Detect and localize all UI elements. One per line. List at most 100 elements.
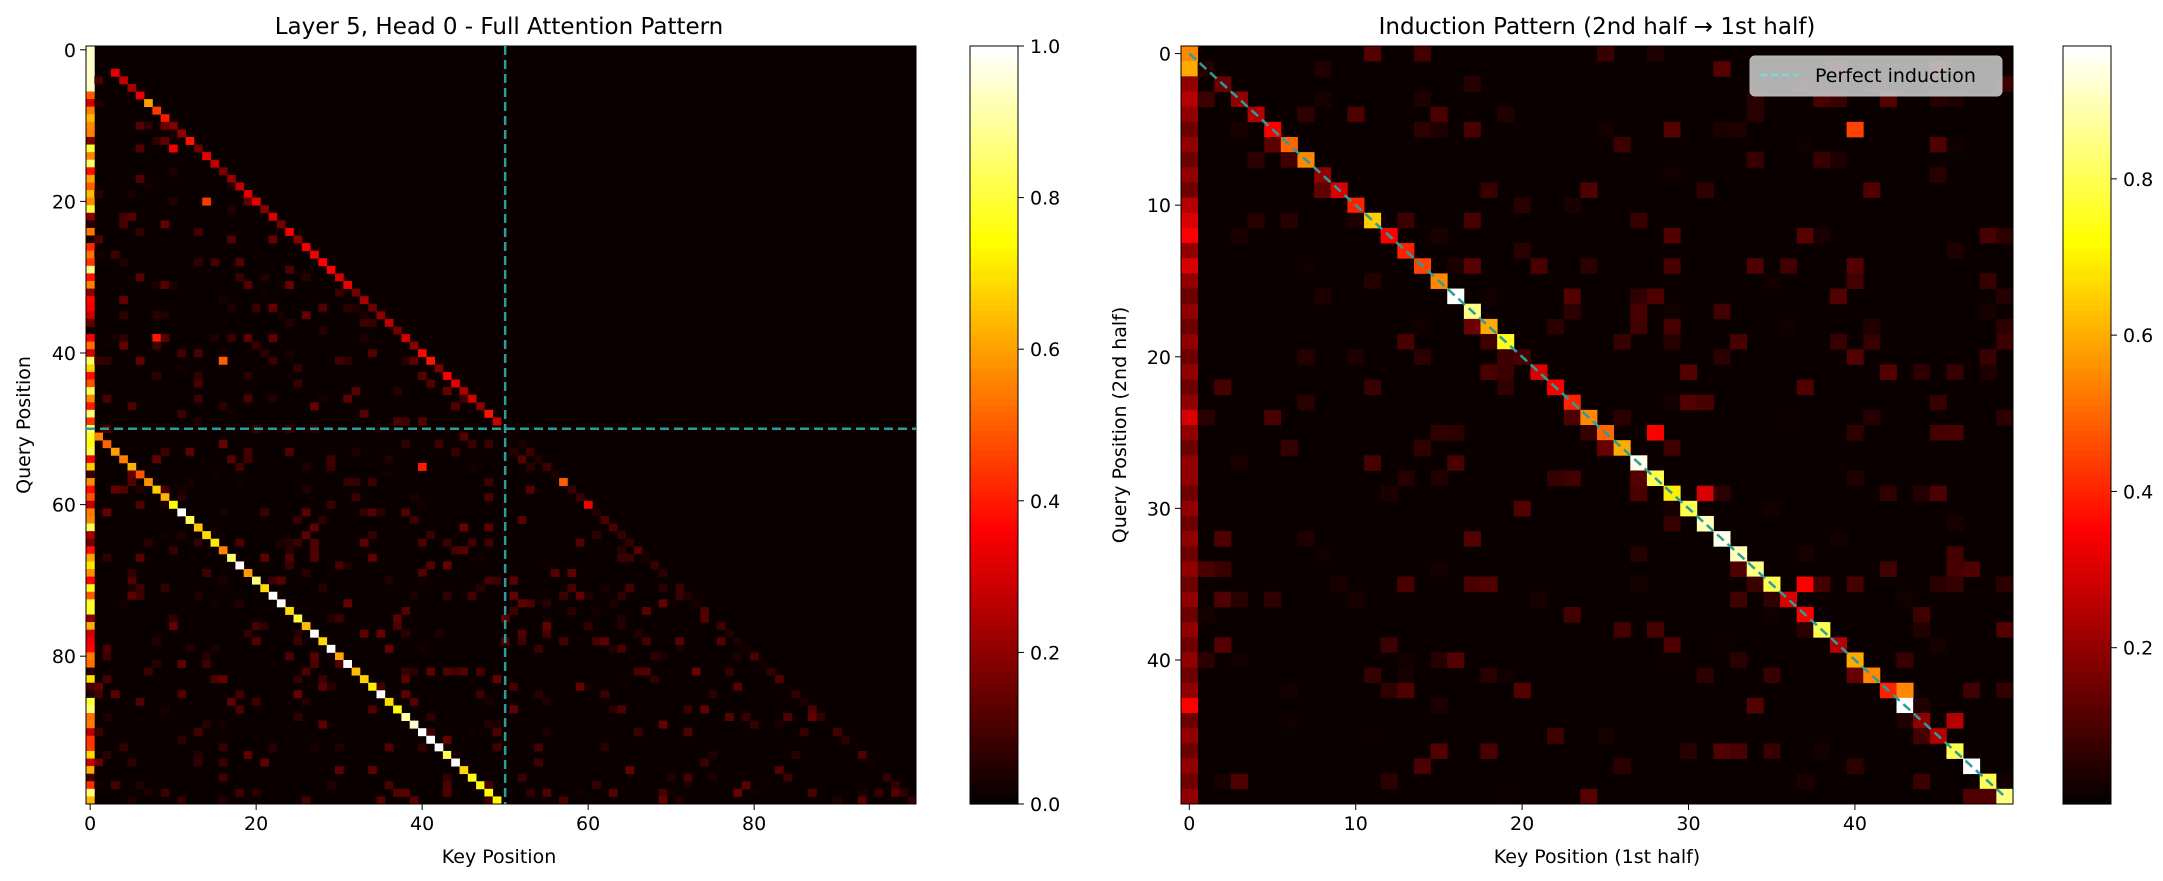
- heat-cell: [351, 303, 361, 312]
- heat-cell: [1364, 667, 1382, 684]
- colorbar-segment: [2063, 652, 2111, 660]
- heat-cell: [335, 652, 344, 661]
- heat-cell: [1996, 334, 2014, 350]
- heat-cell: [127, 576, 137, 585]
- heat-cell: [268, 356, 278, 365]
- heat-cell: [1181, 258, 1199, 274]
- heat-cell: [442, 788, 452, 797]
- heat-cell: [86, 174, 95, 183]
- heat-cell: [667, 599, 676, 608]
- heat-cell: [127, 584, 137, 593]
- heat-cell: [160, 584, 170, 593]
- heat-cell: [1181, 136, 1199, 153]
- heat-cell: [1380, 485, 1398, 502]
- heat-cell: [169, 129, 178, 138]
- heat-cell: [691, 667, 701, 676]
- heat-cell: [127, 478, 137, 487]
- heat-cell: [1497, 364, 1515, 380]
- heat-cell: [1397, 682, 1415, 699]
- heat-cell: [575, 788, 585, 797]
- heat-cell: [658, 569, 668, 577]
- heat-cell: [343, 478, 352, 487]
- heat-cell: [177, 796, 186, 805]
- heat-cell: [1380, 682, 1398, 699]
- colorbar-segment: [970, 797, 1018, 805]
- right-y-ticks: 0 10 20 30 40: [1147, 44, 1181, 672]
- colorbar-segment: [2063, 298, 2111, 306]
- heat-cell: [285, 318, 294, 327]
- colorbar-segment: [2063, 292, 2111, 300]
- heat-cell: [418, 538, 427, 547]
- colorbar-tick-label: 0.0: [1030, 794, 1060, 816]
- colorbar-segment: [2063, 557, 2111, 565]
- x-tick-label: 30: [1676, 813, 1700, 835]
- heat-cell: [177, 735, 186, 744]
- colorbar-segment: [2063, 355, 2111, 363]
- heat-cell: [152, 371, 162, 380]
- heat-cell: [476, 584, 485, 593]
- heat-cell: [227, 334, 236, 343]
- heat-cell: [368, 478, 377, 487]
- heat-cell: [285, 538, 294, 547]
- axes-frame: [1180, 45, 2014, 805]
- heat-cell: [1630, 470, 1648, 487]
- heat-cell: [1181, 182, 1199, 198]
- heat-cell: [310, 538, 319, 547]
- heat-cell: [1297, 106, 1315, 123]
- heat-cell: [310, 523, 319, 532]
- heat-cell: [1181, 682, 1199, 699]
- colorbar-segment: [970, 267, 1018, 274]
- heat-cell: [1929, 485, 1947, 502]
- heat-cell: [1497, 788, 1515, 805]
- heat-cell: [1181, 152, 1199, 168]
- heat-cell: [1230, 652, 1248, 668]
- colorbar-segment: [970, 342, 1018, 350]
- heat-cell: [725, 629, 734, 638]
- heat-cell: [169, 197, 178, 206]
- heat-cell: [1763, 743, 1781, 759]
- colorbar-segment: [970, 766, 1018, 774]
- heat-cell: [276, 280, 286, 289]
- heat-cell: [1829, 152, 1847, 168]
- heat-cell: [1413, 349, 1431, 365]
- heat-cell: [86, 705, 95, 714]
- heat-cell: [584, 622, 593, 631]
- heat-cell: [177, 508, 186, 517]
- colorbar-segment: [2063, 747, 2111, 755]
- colorbar-segment: [970, 210, 1018, 218]
- heat-cell: [310, 553, 319, 562]
- heat-cell: [1181, 212, 1199, 229]
- heat-cell: [426, 356, 435, 365]
- colorbar-segment: [970, 462, 1018, 470]
- colorbar-segment: [970, 46, 1018, 53]
- heat-cell: [534, 644, 543, 653]
- heat-cell: [418, 417, 427, 426]
- colorbar-segment: [2063, 115, 2111, 123]
- heat-cell: [144, 182, 153, 191]
- colorbar-segment: [2063, 709, 2111, 717]
- heat-cell: [1646, 46, 1664, 62]
- heat-cell: [617, 531, 626, 540]
- heat-cell: [766, 667, 776, 676]
- heat-cell: [119, 296, 128, 305]
- colorbar-segment: [2063, 109, 2111, 117]
- colorbar-segment: [2063, 702, 2111, 710]
- heat-cell: [86, 728, 95, 737]
- heat-cell: [542, 728, 552, 737]
- colorbar-segment: [2063, 286, 2111, 293]
- heat-cell: [633, 546, 643, 555]
- heat-cell: [1181, 713, 1199, 729]
- heat-cell: [218, 356, 228, 365]
- heat-cell: [218, 546, 228, 555]
- heat-cell: [451, 750, 460, 759]
- heat-cell: [102, 440, 112, 449]
- heat-cell: [243, 394, 253, 403]
- heat-cell: [318, 584, 328, 593]
- heat-cell: [268, 334, 278, 343]
- heat-cell: [1730, 652, 1748, 668]
- heat-cell: [318, 675, 328, 684]
- heat-cell: [1497, 379, 1515, 396]
- heat-cell: [1181, 409, 1199, 426]
- heat-cell: [608, 644, 618, 653]
- colorbar-tick-label: 0.2: [2123, 638, 2153, 660]
